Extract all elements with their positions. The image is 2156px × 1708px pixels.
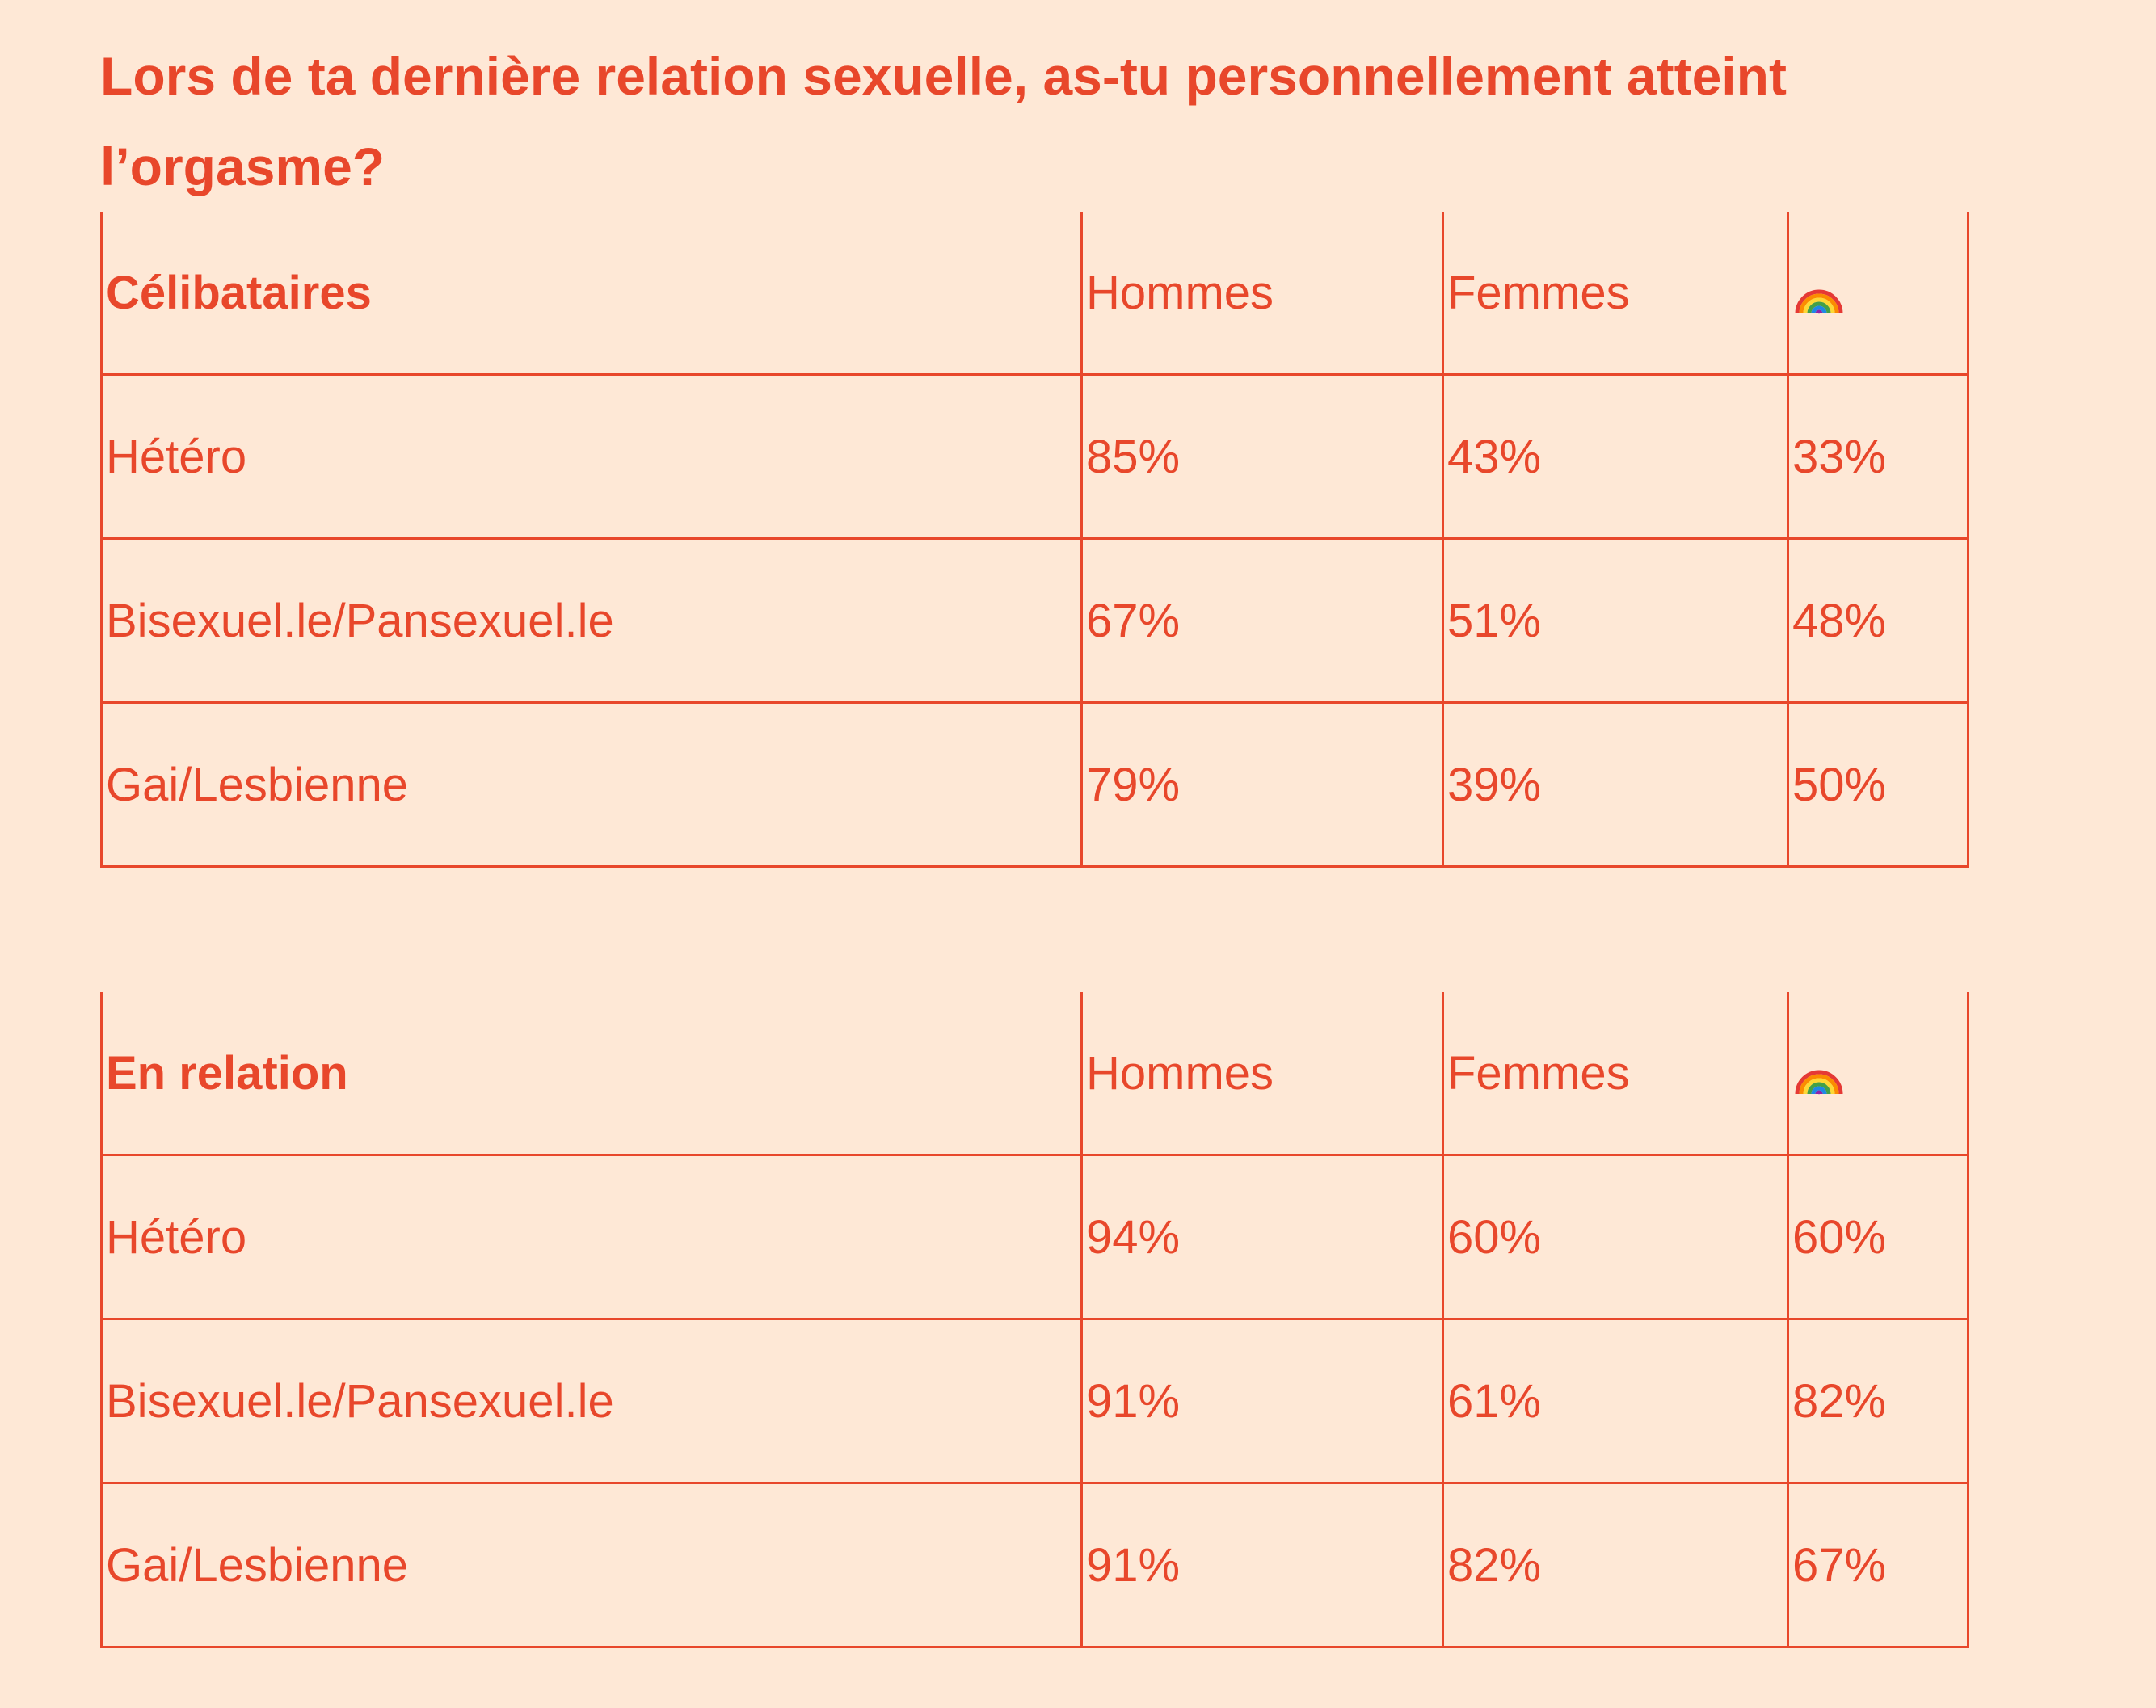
cell-value: 82% xyxy=(1787,1319,1969,1484)
cell-value: 48% xyxy=(1787,538,1969,704)
table-celibataires: Célibataires Hommes Femmes Hétéro 85% 43… xyxy=(100,212,1969,868)
row-label: Gai/Lesbienne xyxy=(100,1483,1083,1648)
cell-value: 91% xyxy=(1080,1483,1444,1648)
cell-value: 79% xyxy=(1080,702,1444,868)
table-row: Hétéro 94% 60% 60% xyxy=(100,1155,1969,1320)
row-label: Bisexuel.le/Pansexuel.le xyxy=(100,538,1083,704)
cell-value: 67% xyxy=(1080,538,1444,704)
table-row: Bisexuel.le/Pansexuel.le 91% 61% 82% xyxy=(100,1319,1969,1484)
cell-value: 67% xyxy=(1787,1483,1969,1648)
table-row: Hétéro 85% 43% 33% xyxy=(100,374,1969,540)
table-header-row: Célibataires Hommes Femmes xyxy=(100,212,1969,376)
column-header-femmes: Femmes xyxy=(1442,992,1789,1156)
column-header-rainbow xyxy=(1787,992,1969,1156)
cell-value: 85% xyxy=(1080,374,1444,540)
rainbow-icon xyxy=(1795,1070,1843,1095)
table-row: Bisexuel.le/Pansexuel.le 67% 51% 48% xyxy=(100,538,1969,704)
cell-value: 33% xyxy=(1787,374,1969,540)
row-label: Gai/Lesbienne xyxy=(100,702,1083,868)
row-label: Hétéro xyxy=(100,1155,1083,1320)
column-header-hommes: Hommes xyxy=(1080,212,1444,376)
rainbow-icon xyxy=(1795,289,1843,314)
table-en-relation: En relation Hommes Femmes Hétéro 94% 60%… xyxy=(100,992,1969,1648)
cell-value: 51% xyxy=(1442,538,1789,704)
row-label: Bisexuel.le/Pansexuel.le xyxy=(100,1319,1083,1484)
column-header-hommes: Hommes xyxy=(1080,992,1444,1156)
table-row: Gai/Lesbienne 91% 82% 67% xyxy=(100,1483,1969,1648)
cell-value: 91% xyxy=(1080,1319,1444,1484)
cell-value: 60% xyxy=(1787,1155,1969,1320)
cell-value: 60% xyxy=(1442,1155,1789,1320)
table-header-row: En relation Hommes Femmes xyxy=(100,992,1969,1156)
cell-value: 94% xyxy=(1080,1155,1444,1320)
table-title: En relation xyxy=(100,992,1083,1156)
cell-value: 61% xyxy=(1442,1319,1789,1484)
column-header-femmes: Femmes xyxy=(1442,212,1789,376)
table-title: Célibataires xyxy=(100,212,1083,376)
cell-value: 50% xyxy=(1787,702,1969,868)
cell-value: 43% xyxy=(1442,374,1789,540)
page-title: Lors de ta dernière relation sexuelle, a… xyxy=(100,46,1787,196)
cell-value: 39% xyxy=(1442,702,1789,868)
table-row: Gai/Lesbienne 79% 39% 50% xyxy=(100,702,1969,868)
cell-value: 82% xyxy=(1442,1483,1789,1648)
column-header-rainbow xyxy=(1787,212,1969,376)
row-label: Hétéro xyxy=(100,374,1083,540)
